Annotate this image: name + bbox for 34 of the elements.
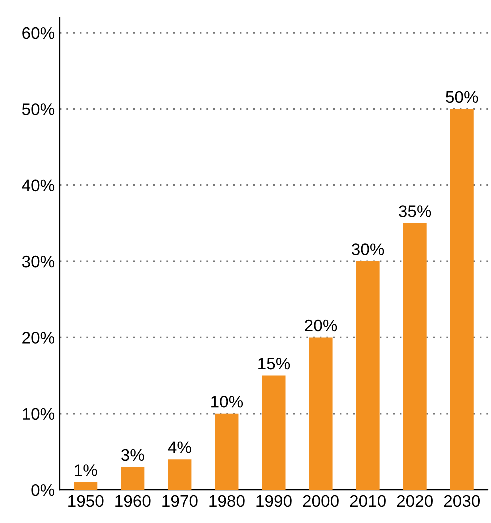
data-label: 50% (446, 91, 478, 104)
data-label: 4% (168, 442, 192, 454)
data-label: 20% (305, 320, 338, 332)
data-label: 30% (352, 244, 384, 256)
bar (74, 482, 98, 490)
x-tick-label: 2030 (444, 495, 480, 508)
x-tick-label: 1960 (116, 495, 151, 508)
y-tick-label: 60% (22, 27, 55, 40)
data-label: 3% (121, 449, 144, 462)
x-tick-label: 1950 (68, 495, 104, 508)
y-tick-label: 20% (22, 332, 55, 344)
data-label: 35% (399, 206, 432, 218)
x-tick-label: 2020 (397, 495, 433, 508)
bar (215, 414, 239, 490)
bar (121, 467, 145, 490)
bar (168, 460, 192, 490)
y-tick-label: 10% (23, 408, 55, 420)
data-label: 1% (75, 464, 98, 476)
x-tick-label: 1990 (256, 495, 292, 508)
x-tick-label: 1970 (162, 495, 198, 508)
x-tick-label: 2010 (350, 495, 386, 508)
y-tick-label: 30% (22, 256, 55, 268)
x-tick-label: 2000 (303, 495, 339, 508)
bar (262, 376, 286, 490)
y-tick-label: 50% (22, 104, 55, 116)
bar (450, 109, 474, 490)
y-tick-label: 40% (22, 180, 55, 192)
x-tick-label: 1980 (210, 495, 245, 508)
bar (403, 223, 427, 490)
bar (309, 338, 333, 490)
data-label: 10% (212, 396, 244, 408)
y-tick-label: 0% (32, 484, 55, 496)
data-label: 15% (258, 358, 290, 370)
bar (356, 262, 380, 490)
